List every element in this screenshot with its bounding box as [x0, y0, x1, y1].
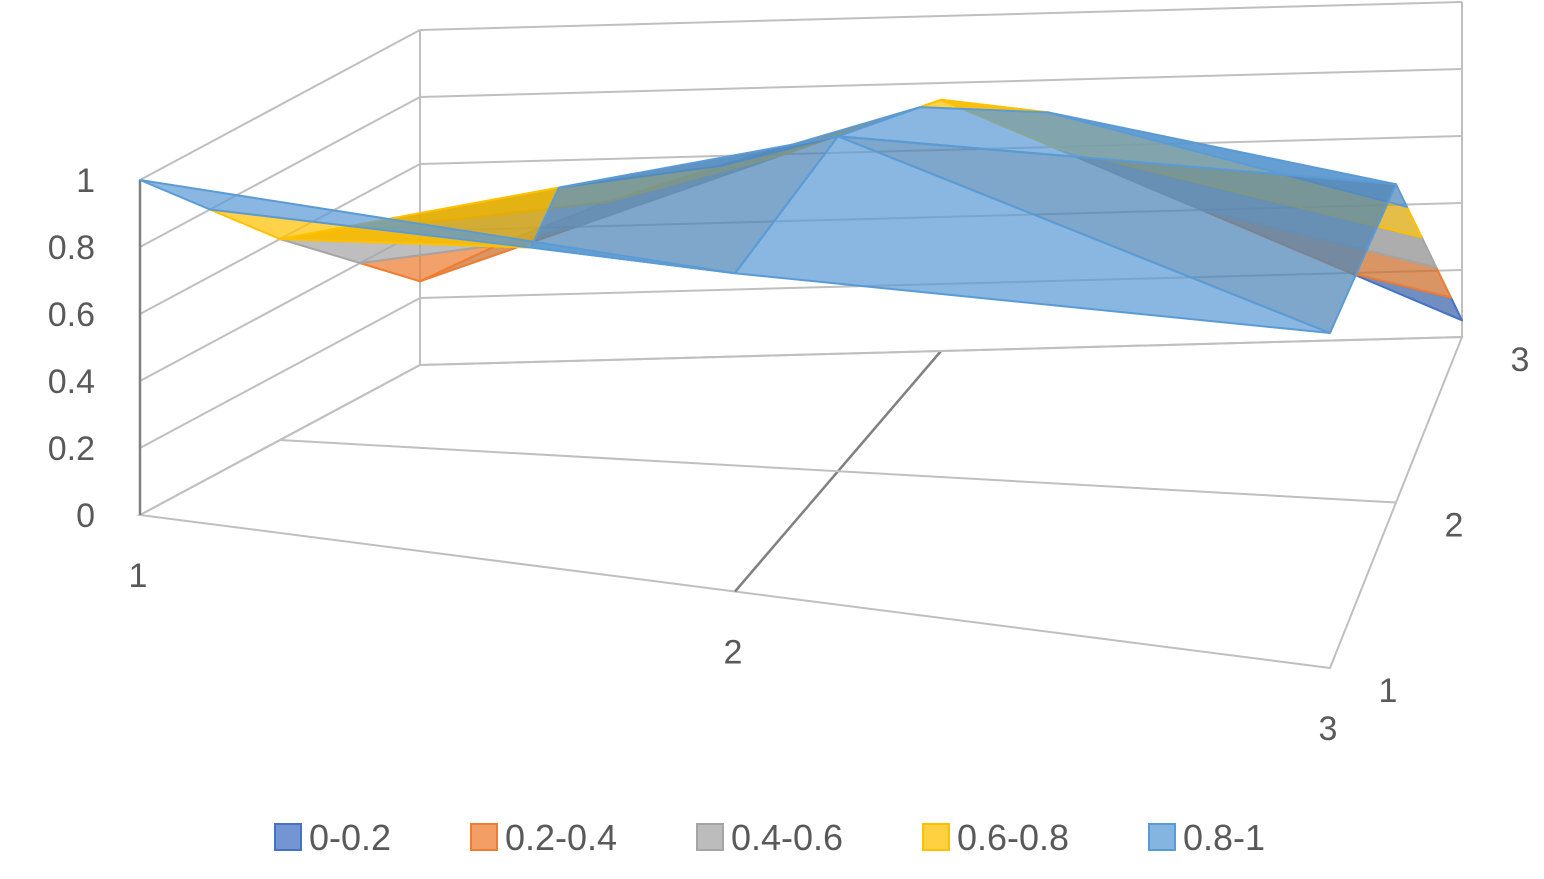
depth-tick-label: 3	[1511, 341, 1530, 379]
x-tick-label: 2	[724, 634, 743, 672]
axis-labels: 0 0.2 0.4 0.6 0.8 1 1 2 3 1 2 3	[48, 162, 1530, 748]
wall-gridline	[139, 297, 421, 449]
legend-item: 0.2-0.4	[470, 817, 617, 858]
legend-label: 0.6-0.8	[957, 817, 1069, 858]
legend-label: 0-0.2	[309, 817, 391, 858]
wall-gridline	[139, 364, 421, 516]
depth-tick-label: 1	[1379, 672, 1398, 710]
floor-outline	[136, 335, 1464, 670]
legend-item: 0.6-0.8	[922, 817, 1069, 858]
legend-item: 0-0.2	[274, 817, 391, 858]
wall-gridline	[419, 68, 1463, 98]
z-tick-label: 0	[76, 497, 95, 535]
chart-gridlines	[136, 1, 1464, 670]
legend-swatch	[696, 823, 724, 851]
wall-gridline	[419, 1, 1463, 31]
legend-swatch	[922, 823, 950, 851]
z-tick-label: 0.6	[48, 296, 95, 334]
legend: 0-0.2 0.2-0.4 0.4-0.6 0.6-0.8 0.8-1	[274, 817, 1265, 858]
legend-swatch	[274, 823, 302, 851]
wall-gridline	[419, 336, 1463, 366]
surface-plot	[139, 98, 1463, 334]
surface-band-0.8-1	[734, 135, 1331, 334]
z-tick-label: 0.4	[48, 363, 95, 401]
wall-gridline	[139, 29, 421, 181]
z-tick-label: 0.8	[48, 229, 95, 267]
legend-item: 0.8-1	[1148, 817, 1265, 858]
legend-label: 0.8-1	[1183, 817, 1265, 858]
x-tick-label: 3	[1319, 710, 1338, 748]
legend-label: 0.4-0.6	[731, 817, 843, 858]
x-tick-label: 1	[129, 557, 148, 595]
z-tick-label: 0.2	[48, 430, 95, 468]
wall-gridline	[139, 96, 421, 248]
legend-swatch	[1148, 823, 1176, 851]
surface-band-0.8-1	[139, 179, 736, 275]
legend-swatch	[470, 823, 498, 851]
legend-item: 0.4-0.6	[696, 817, 843, 858]
legend-label: 0.2-0.4	[505, 817, 617, 858]
floor-gridline	[279, 439, 1397, 504]
depth-tick-label: 2	[1445, 507, 1464, 545]
z-tick-label: 1	[76, 162, 95, 200]
